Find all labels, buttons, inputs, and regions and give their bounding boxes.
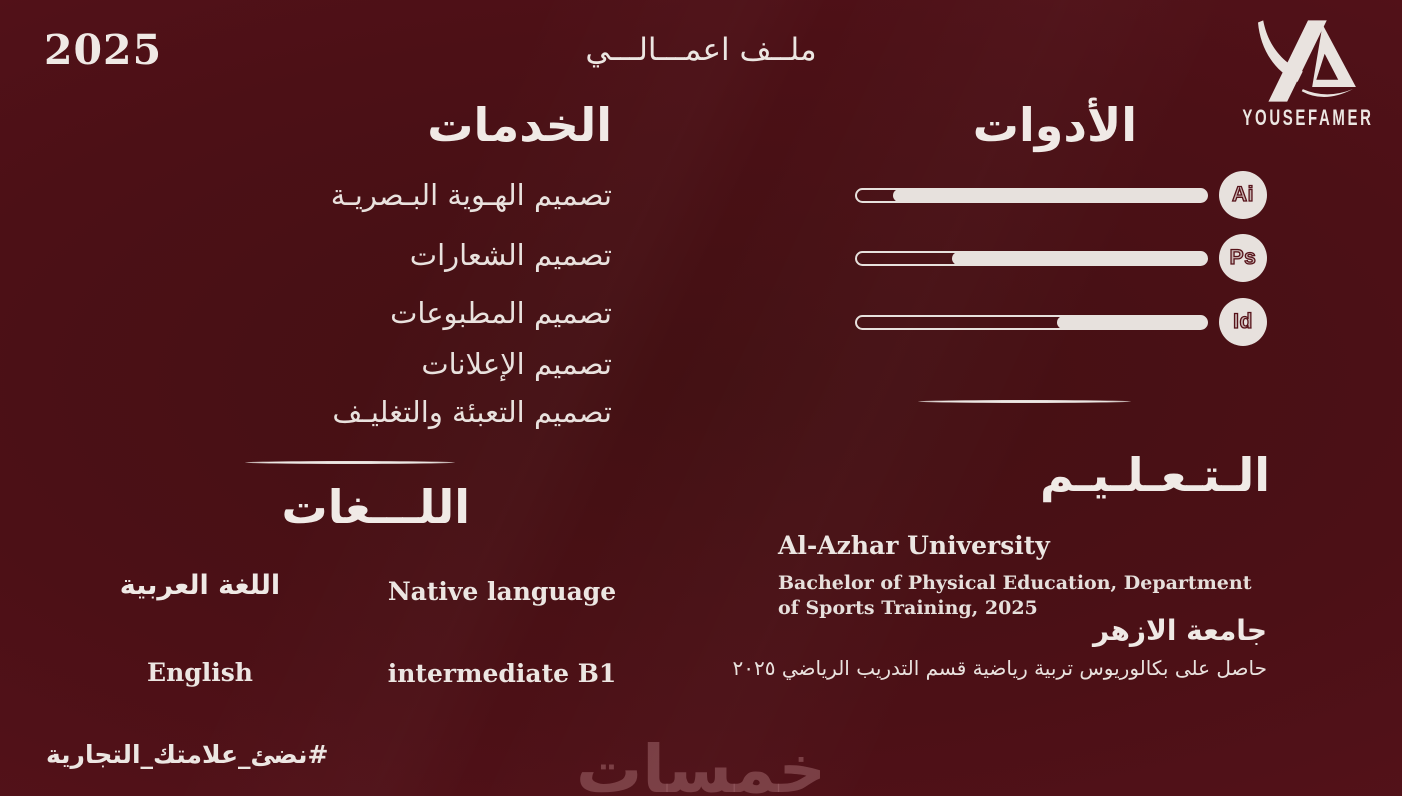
education-degree-en: Bachelor of Physical Education, Departme…	[778, 571, 1252, 621]
brand-logo: YOUSEFAMER	[1230, 20, 1386, 130]
education-university-en: Al-Azhar University	[778, 531, 1050, 560]
tools-heading: الأدوات	[972, 98, 1137, 152]
services-heading: الخدمات	[427, 98, 612, 152]
service-item-packaging-design: تصميم التعبئة والتغليـف	[332, 395, 612, 429]
khamsat-logo: خمسات	[575, 731, 827, 796]
page-title: ملــف اعمـــالـــي	[585, 32, 817, 68]
adobe-illustrator-icon: Ai	[1219, 171, 1267, 219]
education-degree-ar: حاصل على بكالوريوس تربية رياضية قسم التد…	[732, 656, 1267, 680]
brand-hashtag: #نضئ_علامتك_التجارية	[46, 740, 329, 769]
brand-name: YOUSEFAMER	[1242, 106, 1374, 131]
service-item-print-design: تصميم المطبوعات	[390, 296, 612, 330]
education-degree-en-line2: of Sports Training, 2025	[778, 597, 1038, 619]
brand-monogram-icon	[1258, 20, 1356, 102]
tool-progress-photoshop	[855, 251, 1208, 266]
tool-progress-fill	[952, 252, 1207, 265]
education-heading: الـتـعـلـيـم	[1039, 448, 1270, 502]
tool-abbr-label: Ps	[1229, 245, 1257, 269]
divider-line	[245, 461, 455, 464]
education-university-ar: جامعة الازهر	[1093, 614, 1267, 647]
tool-progress-illustrator	[855, 188, 1208, 203]
language-name-english: English	[147, 658, 253, 687]
service-item-logo-design: تصميم الشعارات	[409, 238, 612, 272]
tool-abbr-label: Ai	[1231, 182, 1254, 206]
tool-abbr-label: Id	[1233, 309, 1253, 333]
language-level-english: intermediate B1	[387, 659, 617, 688]
language-name-arabic: اللغة العربية	[119, 570, 281, 601]
adobe-photoshop-icon: Ps	[1219, 234, 1267, 282]
service-item-ads-design: تصميم الإعلانات	[421, 347, 612, 381]
language-level-arabic: Native language	[387, 577, 617, 606]
tool-progress-indesign	[855, 315, 1208, 330]
adobe-indesign-icon: Id	[1219, 298, 1267, 346]
tool-progress-fill	[1056, 316, 1207, 329]
languages-heading: اللـــغات	[281, 480, 470, 534]
education-degree-en-line1: Bachelor of Physical Education, Departme…	[778, 572, 1252, 594]
year-label: 2025	[44, 26, 163, 74]
service-item-visual-identity: تصميم الهـوية البـصريـة	[330, 178, 612, 212]
tool-progress-fill	[892, 189, 1207, 202]
divider-line	[918, 400, 1131, 403]
